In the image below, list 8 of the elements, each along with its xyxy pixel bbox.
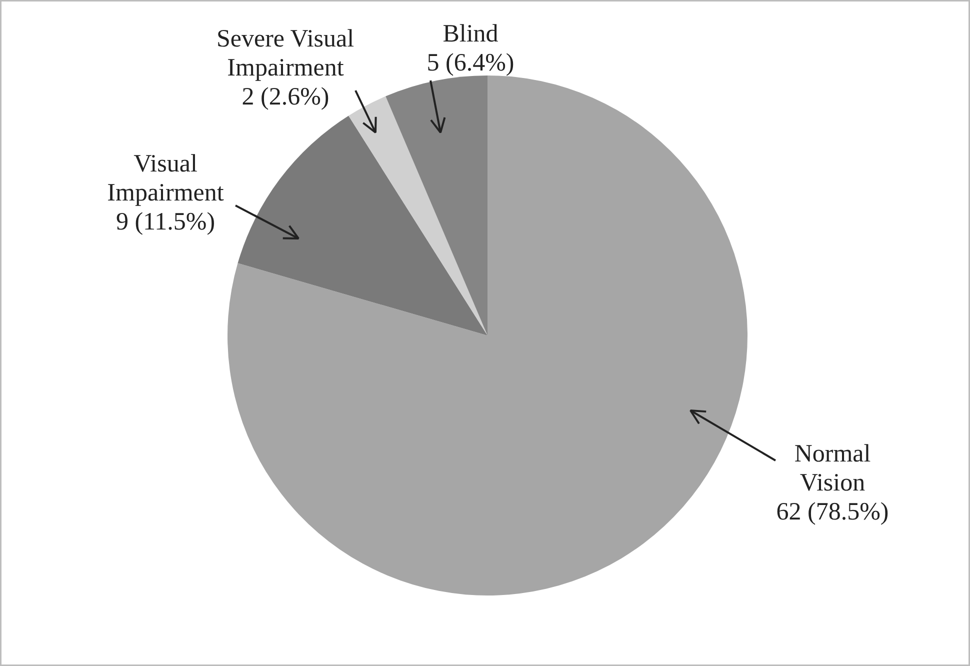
slice-label: Severe Visual Impairment [216,26,354,82]
data-label: 2 (2.6%) [242,84,330,110]
slice-label: Normal Vision [794,440,871,496]
data-label: 62 (78.5%) [776,498,889,526]
slice-label: Blind [442,20,499,48]
slice-label: Visual Impairment [107,150,224,206]
data-label: 9 (11.5%) [116,208,216,236]
data-label: 5 (6.4%) [426,50,514,76]
